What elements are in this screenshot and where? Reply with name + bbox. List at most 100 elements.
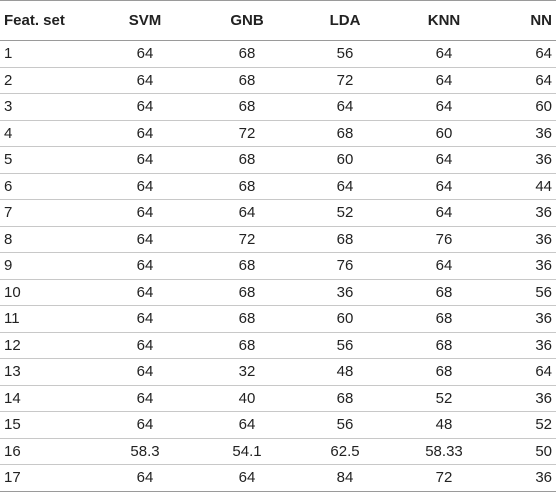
table-body: 1 64 68 56 64 64 2 64 68 72 64 64 3 64 68 64 64 60 4 64 72 68… bbox=[0, 40, 556, 492]
cell-feature-set: 5 bbox=[0, 146, 92, 174]
cell-lda: 60 bbox=[296, 305, 394, 333]
cell-svm: 58.3 bbox=[92, 438, 198, 465]
cell-feature-set: 1 bbox=[0, 40, 92, 68]
cell-nn: 64 bbox=[494, 40, 556, 68]
cell-feature-set: 10 bbox=[0, 279, 92, 306]
cell-knn: 68 bbox=[394, 358, 494, 386]
cell-feature-set: 14 bbox=[0, 385, 92, 412]
table-row: 14 64 40 68 52 36 bbox=[0, 385, 556, 412]
table-row: 17 64 64 84 72 36 bbox=[0, 464, 556, 492]
cell-svm: 64 bbox=[92, 67, 198, 94]
cell-nn: 60 bbox=[494, 93, 556, 121]
cell-nn: 64 bbox=[494, 67, 556, 94]
cell-svm: 64 bbox=[92, 385, 198, 412]
table-header: Feat. set SVM GNB LDA KNN NN bbox=[0, 0, 556, 41]
table-row: 2 64 68 72 64 64 bbox=[0, 67, 556, 94]
cell-nn: 36 bbox=[494, 385, 556, 412]
cell-lda: 56 bbox=[296, 411, 394, 439]
cell-svm: 64 bbox=[92, 305, 198, 333]
cell-gnb: 68 bbox=[198, 40, 296, 68]
cell-feature-set: 17 bbox=[0, 464, 92, 492]
cell-nn: 36 bbox=[494, 305, 556, 333]
cell-feature-set: 11 bbox=[0, 305, 92, 333]
cell-feature-set: 2 bbox=[0, 67, 92, 94]
cell-svm: 64 bbox=[92, 146, 198, 174]
header-knn: KNN bbox=[394, 0, 494, 41]
cell-knn: 68 bbox=[394, 305, 494, 333]
cell-knn: 72 bbox=[394, 464, 494, 492]
cell-gnb: 64 bbox=[198, 411, 296, 439]
cell-feature-set: 16 bbox=[0, 438, 92, 465]
cell-feature-set: 13 bbox=[0, 358, 92, 386]
cell-gnb: 64 bbox=[198, 199, 296, 227]
cell-nn: 36 bbox=[494, 226, 556, 253]
cell-gnb: 54.1 bbox=[198, 438, 296, 465]
cell-feature-set: 12 bbox=[0, 332, 92, 359]
table-row: 5 64 68 60 64 36 bbox=[0, 146, 556, 174]
cell-knn: 64 bbox=[394, 252, 494, 280]
cell-knn: 68 bbox=[394, 332, 494, 359]
cell-lda: 68 bbox=[296, 120, 394, 147]
cell-nn: 36 bbox=[494, 464, 556, 492]
cell-nn: 52 bbox=[494, 411, 556, 439]
table-row: 4 64 72 68 60 36 bbox=[0, 120, 556, 147]
cell-lda: 68 bbox=[296, 385, 394, 412]
header-feature-set: Feat. set bbox=[0, 0, 92, 41]
cell-knn: 76 bbox=[394, 226, 494, 253]
header-nn: NN bbox=[494, 0, 556, 41]
cell-knn: 64 bbox=[394, 173, 494, 200]
cell-nn: 36 bbox=[494, 199, 556, 227]
cell-gnb: 32 bbox=[198, 358, 296, 386]
cell-nn: 44 bbox=[494, 173, 556, 200]
table-row: 7 64 64 52 64 36 bbox=[0, 199, 556, 227]
table-row: 6 64 68 64 64 44 bbox=[0, 173, 556, 200]
cell-feature-set: 15 bbox=[0, 411, 92, 439]
table-row: 13 64 32 48 68 64 bbox=[0, 358, 556, 386]
cell-lda: 68 bbox=[296, 226, 394, 253]
cell-lda: 56 bbox=[296, 40, 394, 68]
cell-svm: 64 bbox=[92, 173, 198, 200]
cell-knn: 48 bbox=[394, 411, 494, 439]
table-row: 16 58.3 54.1 62.5 58.33 50 bbox=[0, 438, 556, 465]
cell-lda: 64 bbox=[296, 173, 394, 200]
cell-feature-set: 9 bbox=[0, 252, 92, 280]
cell-lda: 52 bbox=[296, 199, 394, 227]
table-row: 11 64 68 60 68 36 bbox=[0, 305, 556, 333]
cell-svm: 64 bbox=[92, 332, 198, 359]
cell-knn: 64 bbox=[394, 199, 494, 227]
cell-svm: 64 bbox=[92, 40, 198, 68]
cell-knn: 64 bbox=[394, 67, 494, 94]
header-svm: SVM bbox=[92, 0, 198, 41]
cell-feature-set: 6 bbox=[0, 173, 92, 200]
table-row: 1 64 68 56 64 64 bbox=[0, 40, 556, 68]
cell-gnb: 64 bbox=[198, 464, 296, 492]
cell-gnb: 68 bbox=[198, 93, 296, 121]
header-lda: LDA bbox=[296, 0, 394, 41]
cell-gnb: 68 bbox=[198, 67, 296, 94]
cell-knn: 52 bbox=[394, 385, 494, 412]
cell-lda: 56 bbox=[296, 332, 394, 359]
cell-lda: 60 bbox=[296, 146, 394, 174]
cell-gnb: 72 bbox=[198, 226, 296, 253]
cell-svm: 64 bbox=[92, 199, 198, 227]
cell-gnb: 68 bbox=[198, 279, 296, 306]
cell-lda: 62.5 bbox=[296, 438, 394, 465]
cell-svm: 64 bbox=[92, 411, 198, 439]
cell-nn: 36 bbox=[494, 120, 556, 147]
table-row: 3 64 68 64 64 60 bbox=[0, 93, 556, 121]
cell-knn: 64 bbox=[394, 146, 494, 174]
cell-svm: 64 bbox=[92, 93, 198, 121]
cell-feature-set: 7 bbox=[0, 199, 92, 227]
table-row: 10 64 68 36 68 56 bbox=[0, 279, 556, 306]
cell-knn: 68 bbox=[394, 279, 494, 306]
cell-svm: 64 bbox=[92, 120, 198, 147]
cell-svm: 64 bbox=[92, 252, 198, 280]
cell-lda: 64 bbox=[296, 93, 394, 121]
cell-svm: 64 bbox=[92, 226, 198, 253]
cell-svm: 64 bbox=[92, 279, 198, 306]
table-row: 9 64 68 76 64 36 bbox=[0, 252, 556, 280]
table-row: 12 64 68 56 68 36 bbox=[0, 332, 556, 359]
cell-nn: 36 bbox=[494, 252, 556, 280]
table-row: 8 64 72 68 76 36 bbox=[0, 226, 556, 253]
cell-svm: 64 bbox=[92, 464, 198, 492]
